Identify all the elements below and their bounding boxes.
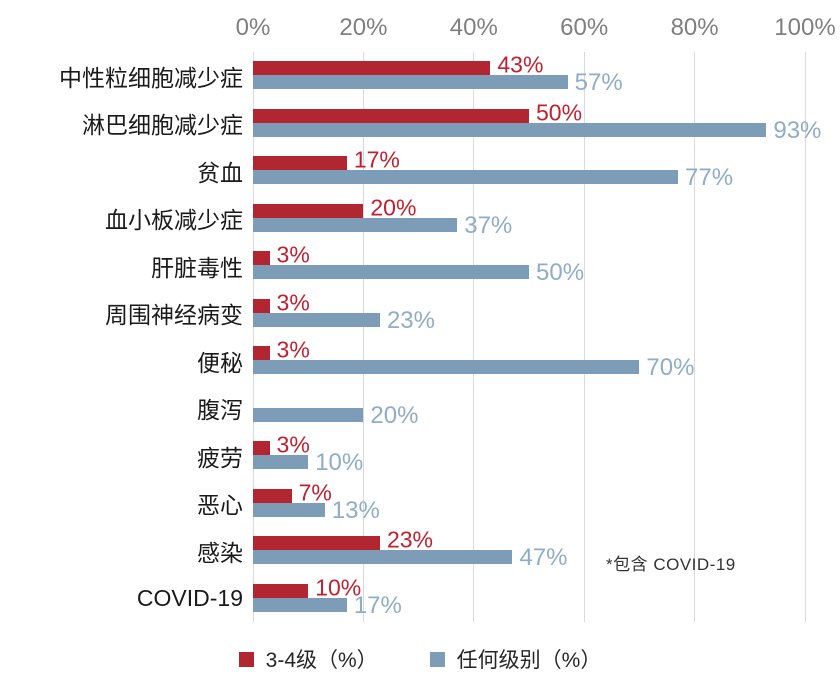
x-axis: 0% 20% 40% 60% 80% 100% (236, 14, 836, 46)
gridline (804, 52, 806, 622)
value-label: 3% (276, 336, 310, 363)
category-labels: 中性粒细胞减少症淋巴细胞减少症贫血血小板减少症肝脏毒性周围神经病变便秘腹泻疲劳恶… (0, 52, 243, 622)
bar-anygrade (253, 455, 309, 469)
bar-grade34 (253, 61, 491, 75)
bar-anygrade (253, 312, 380, 327)
value-label: 70% (646, 354, 695, 381)
bar-group: 3% 50% (253, 242, 805, 290)
value-label: 23% (386, 526, 433, 553)
gridline (694, 52, 696, 622)
category-label: 淋巴细胞减少症 (82, 112, 243, 139)
value-label: 57% (574, 69, 623, 96)
value-label: 50% (536, 259, 585, 286)
gridline (473, 52, 475, 622)
bar-group: 20% (253, 385, 805, 433)
bar-grade34 (253, 346, 270, 360)
legend-item-grade34: 3-4级（%） (238, 644, 378, 674)
category-label: 中性粒细胞减少症 (59, 64, 243, 91)
bar-group: 3% 10% (253, 432, 805, 480)
bar-anygrade (253, 170, 679, 184)
bar-grade34 (253, 488, 292, 503)
legend-item-anygrade: 任何级别（%） (429, 644, 602, 674)
bar-grade34 (253, 583, 309, 598)
bar-group: 7% 13% (253, 479, 805, 528)
bar-group: 3% 70% (253, 337, 805, 385)
bar-anygrade (253, 265, 529, 279)
x-axis-tick: 100% (774, 14, 836, 41)
value-label: 23% (386, 306, 435, 334)
bar-grade34 (253, 536, 380, 550)
plot-area: 43% 57% 50% 93% 17% 77% 20% 37% 3% 50% 3% 23% 3% 70% 2… (252, 52, 821, 623)
bar-group: 20% 37% (253, 194, 805, 243)
bar-anygrade (253, 597, 347, 612)
chart-annotation: *包含 COVID-19 (606, 555, 736, 574)
category-label: 疲劳 (197, 444, 243, 471)
value-label: 3% (276, 289, 310, 315)
bar-anygrade (253, 407, 364, 422)
x-axis-tick: 60% (560, 14, 609, 41)
value-label: 3% (276, 431, 310, 458)
bar-grade34 (253, 156, 347, 170)
value-label: 10% (315, 449, 364, 476)
category-label: 肝脏毒性 (151, 254, 243, 281)
value-label: 47% (519, 544, 568, 571)
category-label: 腹泻 (197, 397, 243, 424)
value-label: 17% (353, 591, 402, 619)
legend-label-anygrade: 任何级别（%） (456, 649, 602, 672)
category-label: 周围神经病变 (105, 302, 243, 329)
value-label: 20% (370, 194, 417, 220)
legend-swatch-blue (429, 651, 445, 667)
bar-anygrade (253, 360, 640, 374)
category-label: 便秘 (197, 349, 243, 376)
bar-anygrade (253, 550, 513, 564)
bar-group: 17% 77% (253, 147, 805, 195)
category-label: 恶心 (197, 492, 243, 519)
value-label: 37% (464, 211, 513, 239)
category-label: COVID-19 (136, 584, 243, 611)
x-axis-tick: 40% (449, 14, 498, 41)
value-label: 10% (315, 574, 362, 600)
category-label: 贫血 (197, 159, 243, 186)
bar-group: 10% 17% (253, 574, 805, 623)
bar-grade34 (253, 251, 270, 265)
bar-group: 3% 23% (253, 289, 805, 338)
value-label: 17% (353, 146, 400, 173)
x-axis-tick: 20% (339, 14, 388, 41)
bar-anygrade (253, 75, 568, 89)
bar-group: 23% 47% (253, 527, 805, 575)
category-label: 感染 (197, 539, 243, 566)
value-label: 77% (685, 164, 734, 191)
bar-rows: 43% 57% 50% 93% 17% 77% 20% 37% 3% 50% 3% 23% 3% 70% 2… (253, 52, 821, 623)
bar-anygrade (253, 502, 325, 517)
legend-label-grade34: 3-4级（%） (265, 649, 378, 672)
x-axis-tick: 0% (235, 14, 271, 41)
value-label: 50% (536, 99, 583, 125)
legend-swatch-red (238, 651, 254, 667)
gridline (362, 52, 364, 622)
value-label: 7% (298, 479, 332, 505)
bar-anygrade (253, 122, 767, 137)
value-label: 3% (276, 241, 310, 268)
value-label: 93% (773, 116, 822, 144)
bar-anygrade (253, 217, 458, 232)
bar-grade34 (253, 298, 270, 313)
bar-group: 43% 57% (253, 52, 805, 100)
bar-group: 50% 93% (253, 99, 821, 148)
x-axis-tick: 80% (670, 14, 719, 41)
gridline (583, 52, 585, 622)
value-label: 13% (331, 496, 380, 524)
bar-grade34 (253, 441, 270, 455)
bar-grade34 (253, 203, 364, 218)
legend: 3-4级（%） 任何级别（%） (0, 643, 840, 675)
value-label: 20% (370, 401, 419, 429)
bar-grade34 (253, 108, 529, 123)
value-label: 43% (497, 51, 544, 78)
gridline (252, 52, 254, 622)
category-label: 血小板减少症 (105, 207, 243, 234)
